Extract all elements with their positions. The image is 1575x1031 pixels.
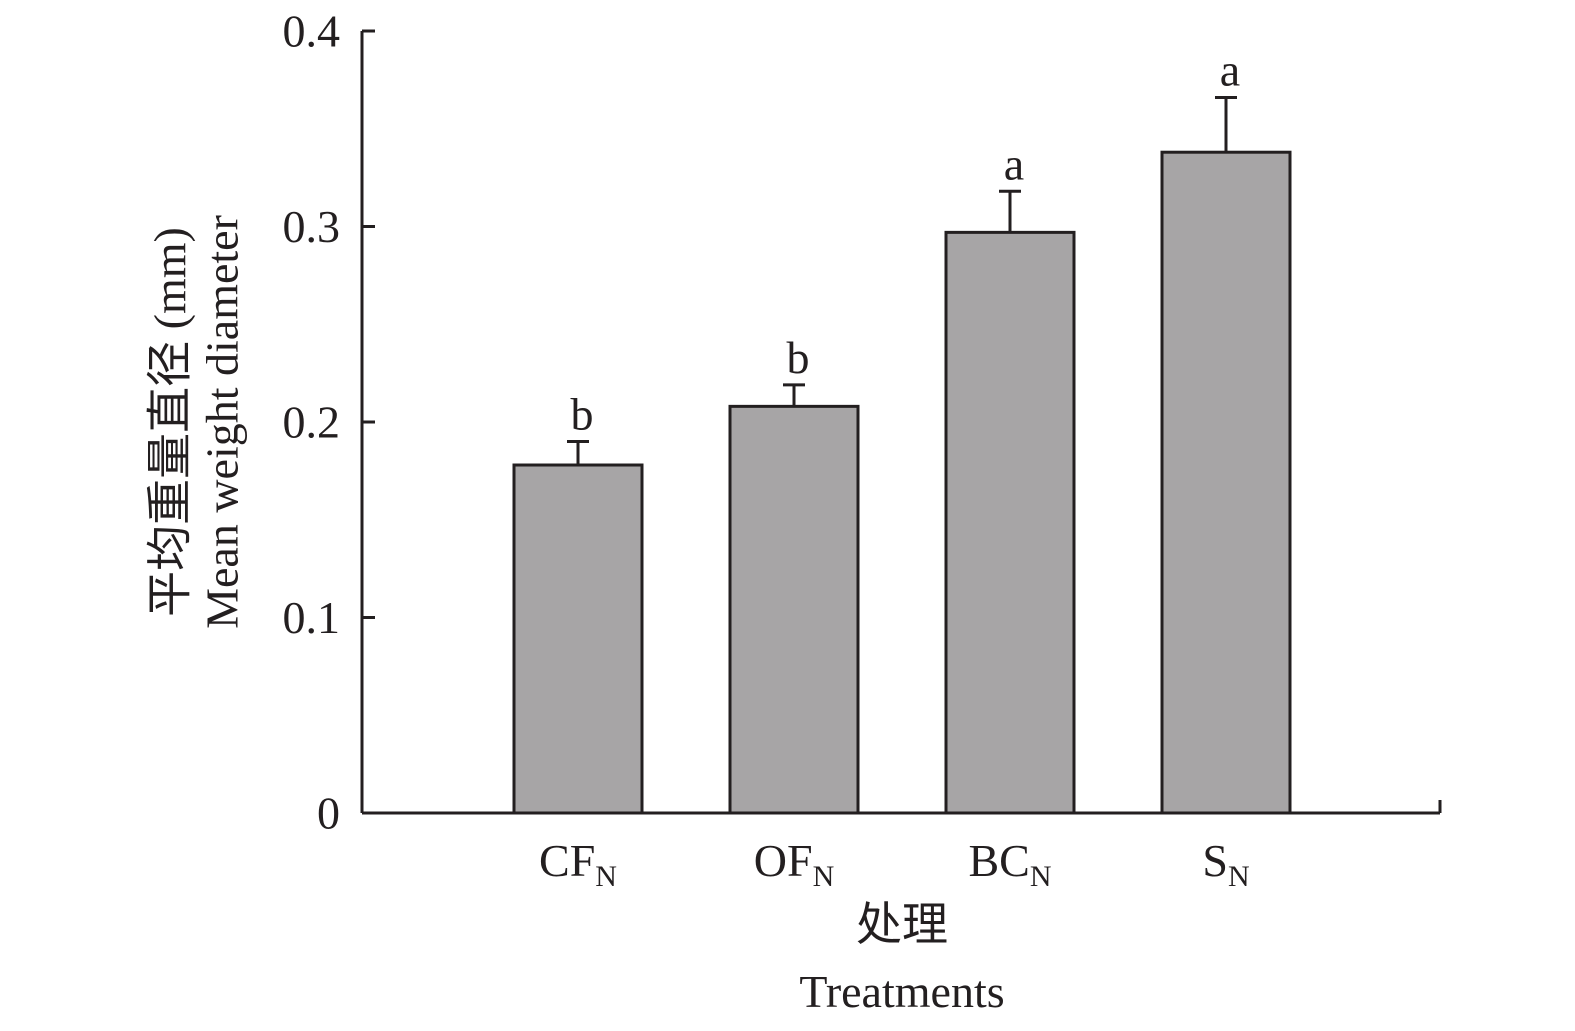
y-axis-title: 平均重量直径 (mm) Mean weight diameter (145, 215, 248, 629)
category-label: SN (1202, 835, 1249, 893)
bar (1160, 150, 1292, 815)
bar (944, 230, 1076, 815)
category-label-subscript: N (1030, 860, 1052, 893)
significance-label: b (787, 332, 810, 383)
x-axis-title-line1: 处理 (856, 899, 948, 950)
y-tick-label: 0 (317, 788, 340, 839)
y-tick-label: 0.2 (283, 397, 341, 448)
category-label: OFN (754, 835, 834, 893)
y-axis-title-line1: 平均重量直径 (mm) (145, 227, 196, 617)
category-label-subscript: N (813, 860, 835, 893)
x-axis-title-line2: Treatments (799, 966, 1004, 1017)
error-bars (567, 95, 1237, 466)
significance-label: b (571, 389, 594, 440)
y-tick-label: 0.3 (283, 201, 341, 252)
y-tick-label: 0.1 (283, 592, 341, 643)
y-ticks: 0 0.1 0.2 0.3 0.4 (283, 6, 375, 839)
bar (728, 404, 860, 815)
category-label-main: BC (968, 835, 1029, 886)
category-label-main: S (1202, 835, 1228, 886)
category-label: CFN (539, 835, 617, 893)
bars (512, 150, 1292, 815)
significance-labels: b b a a (571, 44, 1241, 439)
y-tick-label: 0.4 (283, 6, 341, 57)
y-axis-title-line2: Mean weight diameter (197, 215, 248, 629)
category-labels: CFN OFN BCN SN (539, 835, 1250, 893)
category-label: BCN (968, 835, 1051, 893)
bar (512, 463, 644, 815)
category-label-main: CF (539, 835, 595, 886)
category-label-main: OF (754, 835, 813, 886)
category-label-subscript: N (1228, 860, 1250, 893)
significance-label: a (1004, 138, 1024, 189)
x-axis-title: 处理 Treatments (799, 899, 1004, 1017)
category-label-subscript: N (595, 860, 617, 893)
significance-label: a (1220, 44, 1240, 95)
